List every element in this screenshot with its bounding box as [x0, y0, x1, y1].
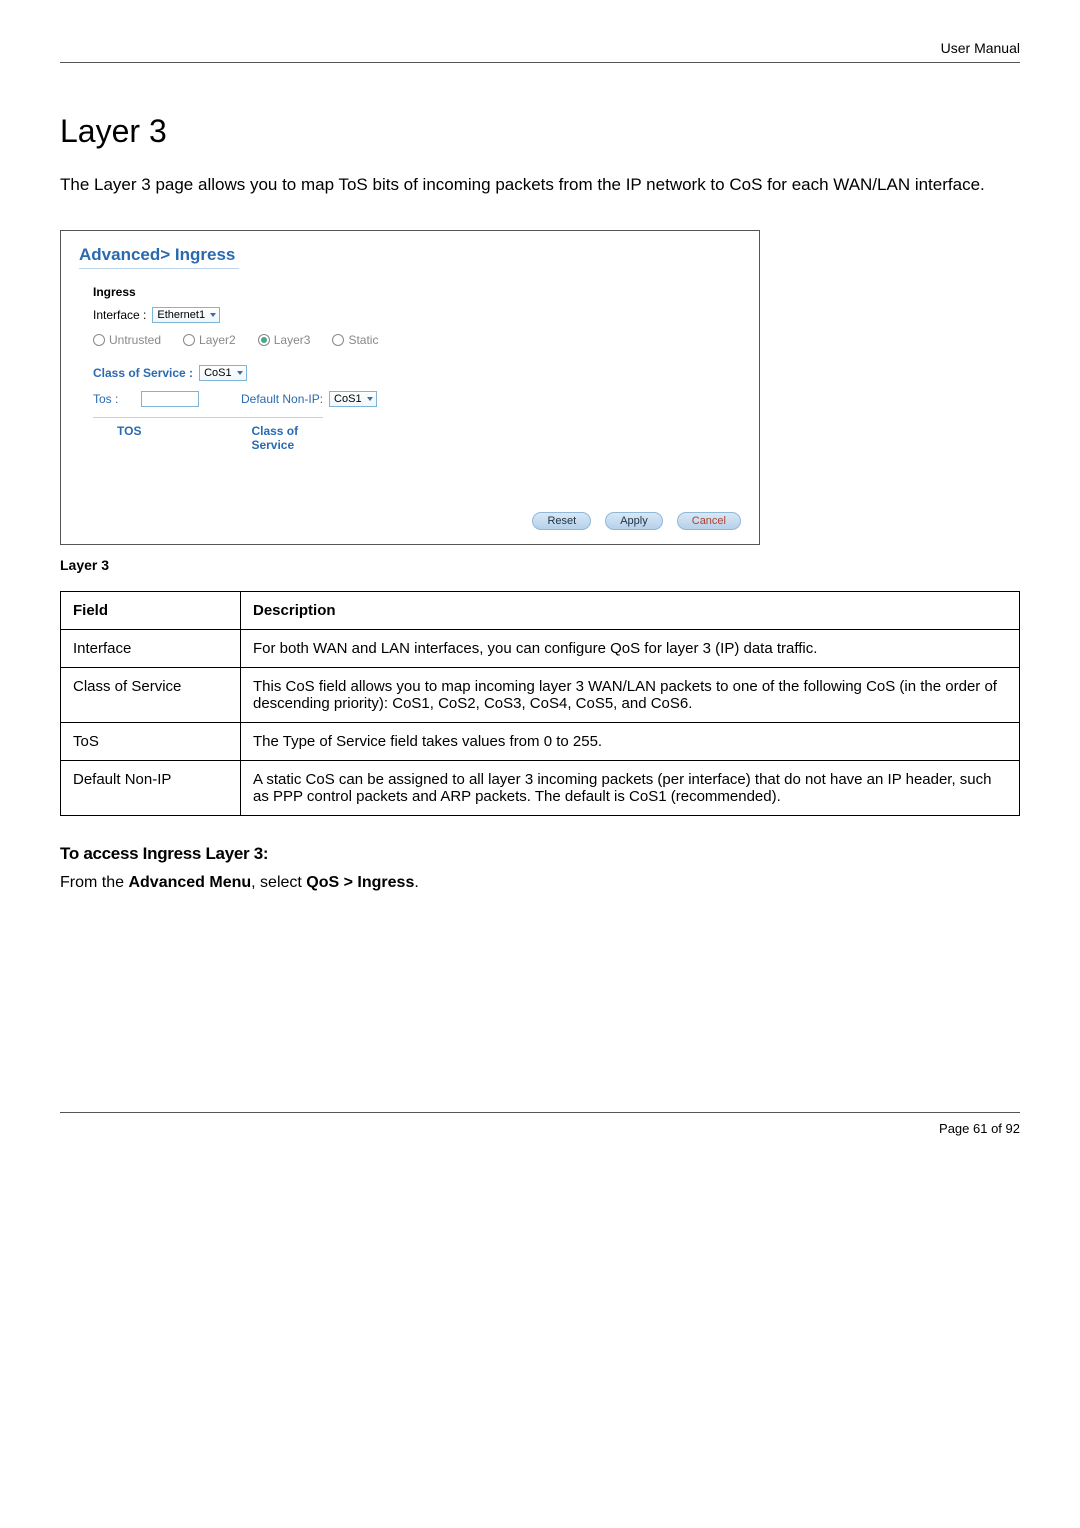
ingress-panel-screenshot: Advanced> Ingress Ingress Interface : Et… — [60, 230, 760, 545]
figure-caption: Layer 3 — [60, 557, 1020, 573]
ingress-section-label: Ingress — [93, 285, 741, 299]
apply-button[interactable]: Apply — [605, 512, 663, 530]
cos-select[interactable]: CoS1 — [199, 365, 247, 381]
panel-title: Advanced> Ingress — [79, 245, 239, 269]
page-footer: Page 61 of 92 — [60, 1112, 1020, 1136]
cell-field: Interface — [61, 630, 241, 668]
cell-desc: The Type of Service field takes values f… — [241, 723, 1020, 761]
cancel-button[interactable]: Cancel — [677, 512, 741, 530]
cos-label: Class of Service : — [93, 366, 193, 380]
radio-layer3[interactable] — [258, 334, 270, 346]
radio-static[interactable] — [332, 334, 344, 346]
col-tos: TOS — [117, 424, 141, 452]
access-bold1: Advanced Menu — [128, 874, 251, 891]
radio-layer2[interactable] — [183, 334, 195, 346]
radio-layer3-label: Layer3 — [274, 333, 311, 347]
table-row: Default Non-IP A static CoS can be assig… — [61, 761, 1020, 816]
tos-input[interactable] — [141, 391, 199, 407]
access-post: . — [414, 874, 418, 891]
table-row: ToS The Type of Service field takes valu… — [61, 723, 1020, 761]
radio-untrusted[interactable] — [93, 334, 105, 346]
interface-select[interactable]: Ethernet1 — [152, 307, 220, 323]
page-title: Layer 3 — [60, 113, 1020, 150]
access-mid: , select — [251, 874, 306, 891]
description-table: Field Description Interface For both WAN… — [60, 591, 1020, 816]
table-row: Interface For both WAN and LAN interface… — [61, 630, 1020, 668]
default-nonip-label: Default Non-IP: — [241, 392, 323, 406]
radio-layer2-label: Layer2 — [199, 333, 236, 347]
cell-field: Default Non-IP — [61, 761, 241, 816]
th-field: Field — [61, 592, 241, 630]
interface-label: Interface : — [93, 308, 146, 322]
radio-static-label: Static — [348, 333, 378, 347]
col-cos: Class of Service — [251, 424, 323, 452]
access-heading: To access Ingress Layer 3: — [60, 844, 1020, 864]
tos-label: Tos : — [93, 392, 135, 406]
cell-field: ToS — [61, 723, 241, 761]
cell-desc: For both WAN and LAN interfaces, you can… — [241, 630, 1020, 668]
reset-button[interactable]: Reset — [532, 512, 591, 530]
table-row: Class of Service This CoS field allows y… — [61, 668, 1020, 723]
header-user-manual: User Manual — [60, 40, 1020, 63]
mode-radio-group: Untrusted Layer2 Layer3 Static — [93, 333, 741, 347]
cell-desc: A static CoS can be assigned to all laye… — [241, 761, 1020, 816]
cell-field: Class of Service — [61, 668, 241, 723]
intro-text: The Layer 3 page allows you to map ToS b… — [60, 168, 1020, 202]
access-bold2: QoS > Ingress — [306, 874, 414, 891]
radio-untrusted-label: Untrusted — [109, 333, 161, 347]
th-description: Description — [241, 592, 1020, 630]
cell-desc: This CoS field allows you to map incomin… — [241, 668, 1020, 723]
access-text: From the Advanced Menu, select QoS > Ing… — [60, 874, 1020, 892]
access-pre: From the — [60, 874, 128, 891]
default-nonip-select[interactable]: CoS1 — [329, 391, 377, 407]
